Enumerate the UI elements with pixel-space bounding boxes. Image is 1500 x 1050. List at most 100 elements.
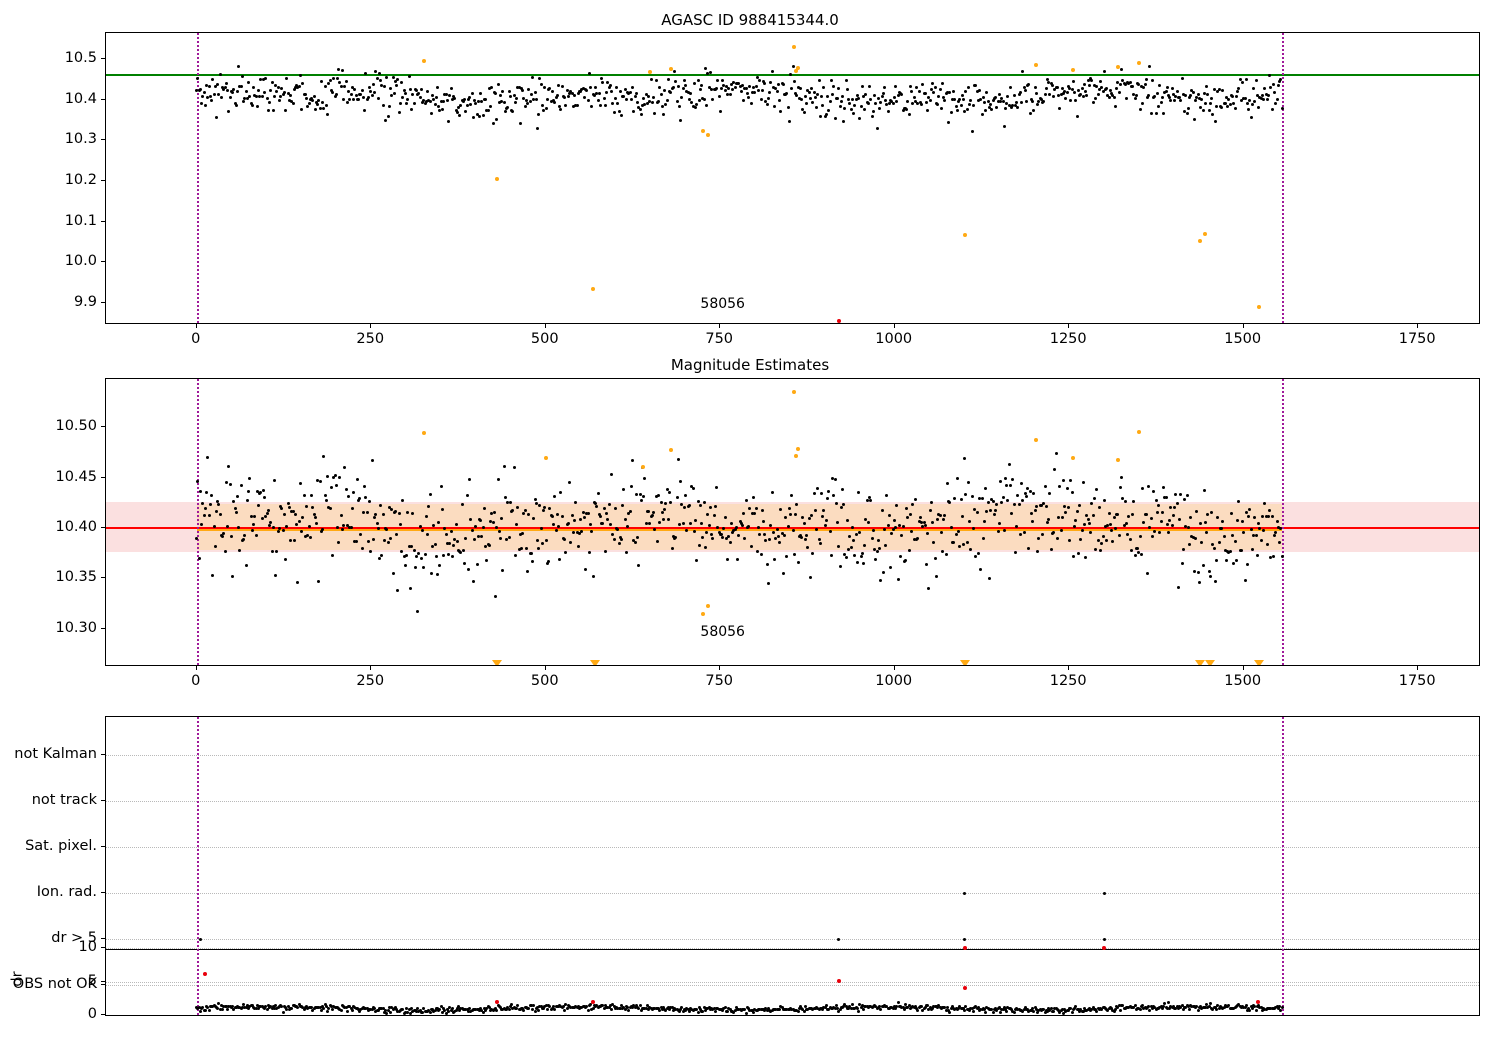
data-point-ok <box>666 78 670 82</box>
data-point-ok <box>965 108 969 112</box>
data-point-ok <box>832 493 836 497</box>
data-point-ok <box>326 112 330 116</box>
dr-point <box>622 1005 626 1009</box>
data-point-ok <box>986 99 990 103</box>
flag-point <box>1102 937 1106 941</box>
dr-point <box>586 1009 590 1013</box>
data-point-ok <box>1271 555 1275 559</box>
data-point-ok <box>618 89 622 93</box>
dr-point <box>265 1007 269 1011</box>
data-point-ok <box>447 119 451 123</box>
dr-point <box>384 1009 388 1013</box>
data-point-ok <box>497 101 501 105</box>
data-point-ok <box>679 119 683 123</box>
data-point-ok <box>674 80 678 84</box>
data-point-ok <box>526 569 530 573</box>
data-point-ok <box>928 509 932 513</box>
data-point-ok <box>221 535 225 539</box>
data-point-ok <box>860 84 864 88</box>
dr-point <box>1104 1006 1107 1010</box>
dr-point <box>601 1004 605 1008</box>
data-point-ok <box>615 85 619 89</box>
data-point-ok <box>1201 564 1205 568</box>
data-point-ok <box>405 102 409 106</box>
dr-point <box>537 1009 541 1013</box>
data-point-ok <box>901 108 905 112</box>
data-point-ok <box>738 85 742 89</box>
data-point-ok <box>676 457 680 461</box>
data-point-ok <box>652 95 656 99</box>
dr-point <box>752 1011 756 1015</box>
data-point-ok <box>255 489 259 493</box>
data-point-ok <box>726 93 730 97</box>
data-point-ok <box>539 526 543 530</box>
data-point-ok <box>981 537 985 541</box>
dr-point <box>197 1005 201 1009</box>
data-point-ok <box>342 523 346 527</box>
data-point-ok <box>365 510 369 514</box>
data-point-ok <box>799 534 803 538</box>
data-point-ok <box>581 86 585 90</box>
data-point-ok <box>352 97 356 101</box>
dr-point <box>329 1004 333 1008</box>
dr-point <box>879 1008 883 1012</box>
data-point-ok <box>1021 70 1025 74</box>
data-point-ok <box>1134 93 1138 97</box>
dr-point <box>408 1011 412 1015</box>
dr-point <box>948 1010 952 1014</box>
data-point-ok <box>834 502 838 506</box>
data-point-ok <box>740 523 744 527</box>
data-point-ok <box>263 90 267 94</box>
data-point-ok <box>821 515 825 519</box>
data-point-ok <box>900 93 904 97</box>
data-point-ok <box>396 588 400 592</box>
data-point-ok <box>370 93 374 97</box>
data-point-ok <box>1144 512 1148 516</box>
flag-row-label: Sat. pixel. <box>25 838 97 854</box>
data-point-ok <box>349 93 353 97</box>
data-point-ok <box>440 508 444 512</box>
data-point-ok <box>1250 548 1254 552</box>
data-point-ok <box>1210 97 1214 101</box>
data-point-ok <box>653 527 657 531</box>
data-point-ok <box>818 114 822 118</box>
data-point-ok <box>617 109 621 113</box>
data-point-ok <box>991 99 995 103</box>
data-point-ok <box>873 94 877 98</box>
data-point-ok <box>235 89 239 93</box>
data-point-ok <box>1100 542 1104 546</box>
data-point-ok <box>331 553 335 557</box>
data-point-ok <box>795 94 799 98</box>
data-point-ok <box>1228 549 1232 553</box>
dr-point <box>907 1004 911 1008</box>
data-point-ok <box>443 526 447 530</box>
data-point-ok <box>695 558 699 562</box>
data-point-ok <box>1244 511 1248 515</box>
data-point-ok <box>1076 88 1080 92</box>
data-point-ok <box>843 553 847 557</box>
dr-point <box>991 1010 995 1014</box>
data-point-ok <box>1196 92 1200 96</box>
data-point-ok <box>202 513 206 517</box>
data-point-ok <box>386 114 390 118</box>
data-point-ok <box>350 86 354 90</box>
data-point-ok <box>699 503 702 507</box>
data-point-ok <box>776 82 780 86</box>
data-point-ok <box>1153 529 1157 533</box>
dr-point <box>1247 1006 1251 1010</box>
data-point-ok <box>638 492 642 496</box>
x-tick-label: 1500 <box>1224 673 1262 689</box>
dr-point <box>1003 1007 1007 1011</box>
data-point-ok <box>953 497 957 500</box>
dr-point <box>618 1006 622 1010</box>
data-point-ok <box>465 494 469 498</box>
data-point-ok <box>280 507 284 511</box>
dr-point <box>1234 1005 1238 1009</box>
data-point-ok <box>901 525 905 529</box>
dr-point <box>797 1006 801 1010</box>
data-point-ok <box>720 533 723 537</box>
data-point-ok <box>675 99 679 103</box>
data-point-ok <box>1212 547 1216 551</box>
data-point-ok <box>1231 95 1235 99</box>
data-point-ok <box>1147 484 1151 488</box>
